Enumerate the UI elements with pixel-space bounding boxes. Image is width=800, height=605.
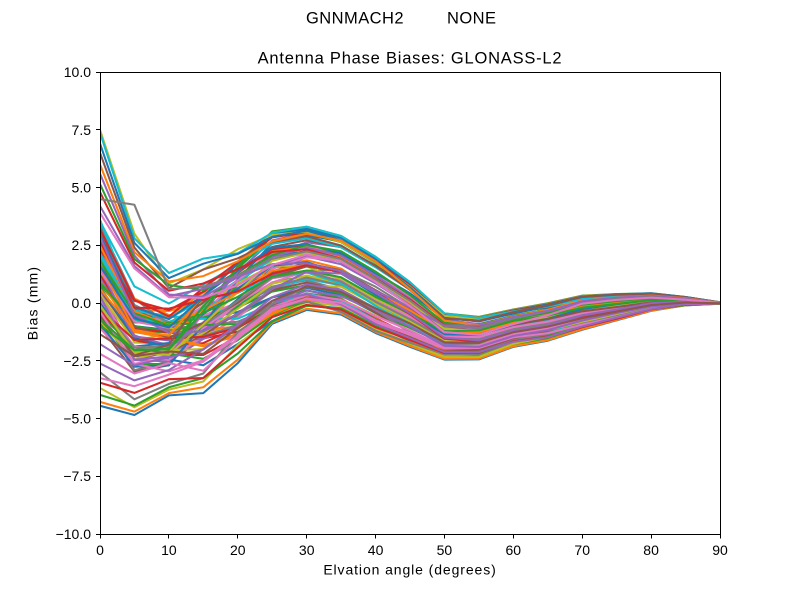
svg-text:0: 0 <box>96 542 104 558</box>
svg-text:80: 80 <box>643 542 659 558</box>
svg-text:−2.5: −2.5 <box>63 353 91 369</box>
svg-text:50: 50 <box>437 542 453 558</box>
svg-text:90: 90 <box>712 542 728 558</box>
svg-text:60: 60 <box>506 542 522 558</box>
svg-text:−10.0: −10.0 <box>56 526 92 542</box>
svg-text:5.0: 5.0 <box>72 180 92 196</box>
svg-text:2.5: 2.5 <box>72 237 92 253</box>
svg-text:7.5: 7.5 <box>72 122 92 138</box>
svg-text:30: 30 <box>299 542 315 558</box>
svg-text:0.0: 0.0 <box>72 295 92 311</box>
svg-text:40: 40 <box>368 542 384 558</box>
svg-text:Bias (mm): Bias (mm) <box>24 266 40 341</box>
svg-text:Elvation angle (degrees): Elvation angle (degrees) <box>323 562 496 578</box>
svg-text:10: 10 <box>161 542 177 558</box>
svg-text:−5.0: −5.0 <box>63 411 91 427</box>
svg-text:10.0: 10.0 <box>64 64 91 80</box>
svg-text:20: 20 <box>230 542 246 558</box>
svg-text:Antenna Phase Biases: GLONASS-: Antenna Phase Biases: GLONASS-L2 <box>258 50 563 68</box>
svg-text:−7.5: −7.5 <box>63 468 91 484</box>
svg-text:NONE: NONE <box>447 10 496 28</box>
svg-text:GNNMACH2: GNNMACH2 <box>306 10 404 28</box>
svg-text:70: 70 <box>574 542 590 558</box>
